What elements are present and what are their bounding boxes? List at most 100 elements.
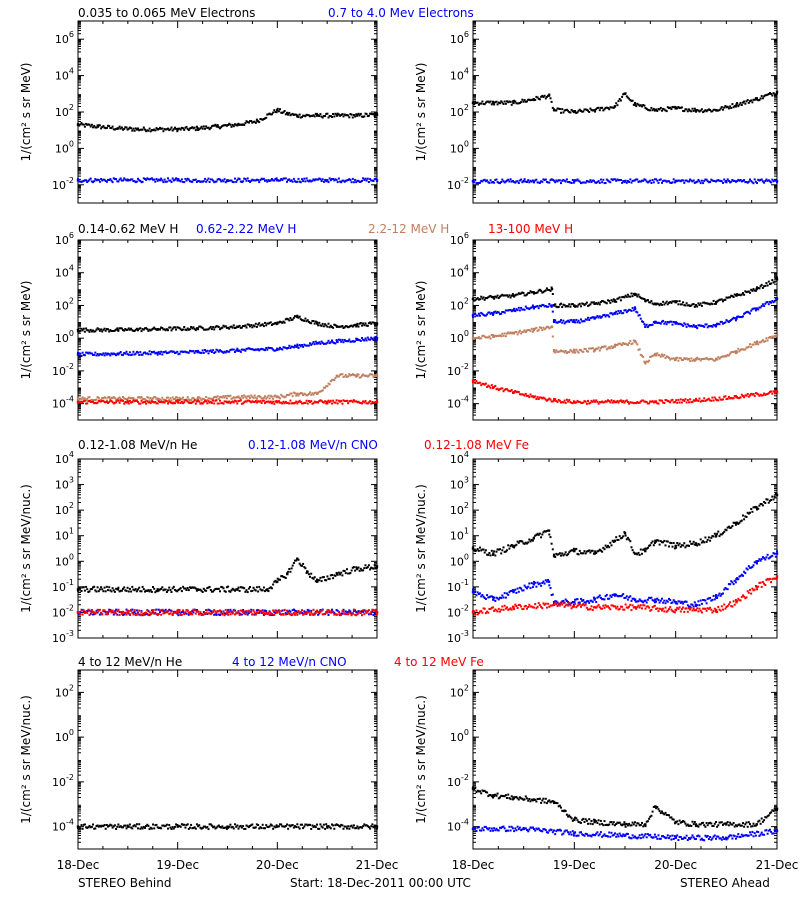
data-point bbox=[165, 610, 168, 613]
data-point bbox=[541, 397, 544, 400]
data-point bbox=[722, 355, 724, 358]
data-point bbox=[274, 611, 277, 614]
data-point bbox=[231, 587, 234, 590]
data-point bbox=[305, 344, 308, 347]
data-point bbox=[205, 400, 208, 403]
data-point bbox=[291, 395, 294, 398]
data-point bbox=[494, 179, 497, 181]
data-point bbox=[492, 312, 495, 315]
data-point bbox=[257, 179, 260, 182]
data-point bbox=[657, 303, 660, 306]
data-point bbox=[82, 610, 85, 613]
data-point bbox=[542, 96, 545, 98]
data-point bbox=[496, 181, 499, 184]
data-point bbox=[321, 389, 324, 392]
data-point bbox=[776, 92, 778, 95]
data-point bbox=[93, 353, 96, 356]
data-point bbox=[178, 127, 181, 130]
data-point bbox=[602, 314, 605, 317]
data-point bbox=[220, 402, 223, 405]
data-point bbox=[619, 343, 622, 346]
data-point bbox=[528, 329, 531, 332]
data-point bbox=[194, 129, 197, 132]
data-point bbox=[486, 179, 489, 182]
data-point bbox=[558, 108, 561, 110]
data-point bbox=[604, 182, 607, 184]
data-point bbox=[727, 179, 730, 182]
data-point bbox=[501, 293, 504, 296]
data-point bbox=[610, 299, 613, 302]
data-point bbox=[144, 590, 146, 593]
data-point bbox=[357, 400, 360, 403]
data-point bbox=[235, 124, 238, 127]
data-point bbox=[310, 343, 313, 346]
data-point bbox=[107, 611, 109, 614]
data-point bbox=[85, 610, 88, 613]
data-point bbox=[506, 309, 508, 312]
data-point bbox=[490, 296, 493, 299]
data-point bbox=[769, 390, 771, 393]
data-point bbox=[244, 590, 247, 593]
data-point bbox=[96, 178, 99, 181]
data-point bbox=[234, 177, 236, 180]
data-point bbox=[688, 180, 690, 183]
data-point bbox=[299, 564, 302, 567]
data-point bbox=[305, 612, 308, 615]
data-point bbox=[127, 590, 130, 593]
series-behind-electrons-1 bbox=[76, 107, 379, 133]
data-point bbox=[169, 326, 172, 329]
data-point bbox=[646, 181, 649, 184]
data-point bbox=[245, 611, 248, 614]
data-point bbox=[370, 373, 373, 376]
data-point bbox=[94, 399, 97, 401]
data-point bbox=[122, 128, 124, 131]
data-point bbox=[193, 327, 196, 330]
data-point bbox=[626, 401, 629, 403]
data-point bbox=[706, 326, 709, 329]
data-point bbox=[526, 329, 528, 332]
data-point bbox=[141, 585, 144, 588]
data-point bbox=[190, 611, 193, 613]
data-point bbox=[209, 397, 212, 400]
data-point bbox=[320, 180, 323, 182]
data-point bbox=[295, 394, 298, 397]
data-point bbox=[613, 400, 617, 404]
data-point bbox=[597, 402, 600, 405]
data-point bbox=[146, 129, 149, 132]
data-point bbox=[347, 179, 350, 181]
data-point bbox=[242, 348, 245, 351]
data-point bbox=[593, 302, 596, 305]
data-point bbox=[247, 399, 250, 402]
data-point bbox=[725, 319, 728, 322]
data-point bbox=[276, 347, 279, 350]
data-point bbox=[169, 397, 172, 400]
data-point bbox=[339, 573, 342, 576]
data-point bbox=[299, 318, 302, 321]
data-point bbox=[718, 396, 721, 399]
data-point bbox=[113, 353, 116, 356]
data-point bbox=[567, 181, 570, 183]
data-point bbox=[229, 613, 232, 616]
data-point bbox=[615, 344, 618, 346]
data-point bbox=[747, 290, 750, 293]
data-point bbox=[596, 347, 599, 350]
data-point bbox=[82, 586, 85, 589]
data-point bbox=[747, 180, 750, 183]
data-point bbox=[76, 123, 80, 126]
data-point bbox=[729, 296, 732, 299]
data-point bbox=[565, 178, 568, 181]
data-point bbox=[180, 329, 183, 332]
data-point bbox=[677, 179, 680, 182]
data-point bbox=[174, 178, 176, 181]
data-point bbox=[668, 180, 670, 183]
data-point bbox=[580, 109, 582, 112]
data-point bbox=[561, 401, 564, 404]
data-point bbox=[590, 347, 593, 350]
data-point bbox=[311, 402, 314, 405]
data-point bbox=[273, 322, 276, 325]
data-point bbox=[575, 401, 578, 404]
data-point bbox=[277, 396, 280, 399]
data-point bbox=[510, 103, 513, 106]
data-point bbox=[303, 401, 306, 404]
data-point bbox=[557, 306, 560, 308]
